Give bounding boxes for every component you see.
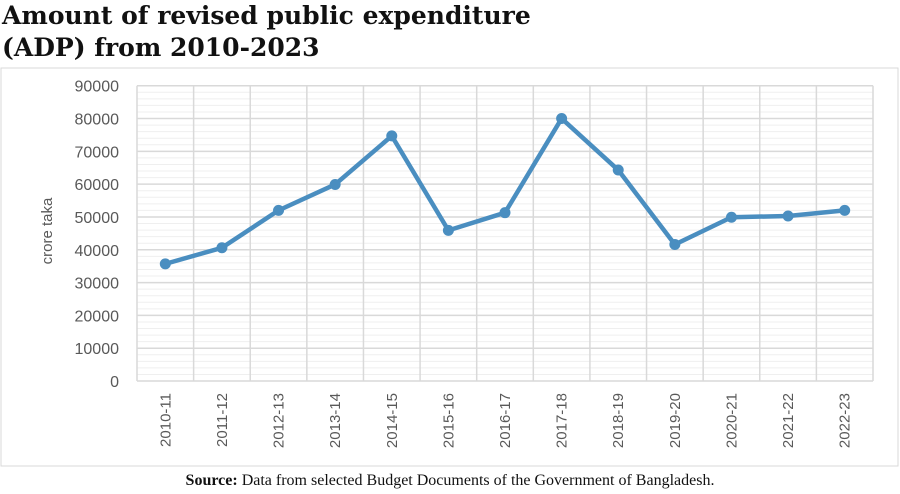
title-line-1: Amount of revised public expenditure	[2, 1, 531, 30]
x-tick-label: 2013-14	[327, 393, 344, 448]
x-tick-label: 2011-12	[214, 393, 231, 447]
title-line-2: (ADP) from 2010-2023	[2, 33, 320, 62]
data-point	[386, 130, 398, 142]
y-axis-label: crore taka	[39, 197, 56, 264]
data-point	[442, 224, 454, 236]
data-point	[273, 204, 285, 216]
chart-area-border	[0, 67, 899, 467]
y-tick-label: 60000	[75, 177, 120, 194]
x-tick-label: 2012-13	[271, 393, 288, 448]
source-label: Source:	[185, 472, 238, 489]
y-tick-label: 40000	[75, 243, 120, 260]
x-tick-label: 2010-11	[157, 393, 174, 447]
data-point	[499, 207, 511, 219]
y-tick-label: 50000	[75, 210, 120, 227]
data-point	[725, 211, 737, 223]
x-tick-label: 2022-23	[837, 393, 854, 448]
data-point	[159, 258, 171, 270]
data-point	[216, 242, 228, 254]
x-tick-label: 2018-19	[610, 393, 627, 448]
x-tick-label: 2017-18	[554, 393, 571, 448]
y-tick-label: 70000	[75, 144, 120, 161]
source-note: Source: Data from selected Budget Docume…	[0, 472, 900, 490]
x-tick-label: 2019-20	[667, 393, 684, 448]
y-tick-label: 10000	[75, 341, 120, 358]
data-point	[839, 204, 851, 216]
x-tick-label: 2016-17	[497, 393, 514, 448]
source-text: Data from selected Budget Documents of t…	[237, 472, 715, 489]
data-point	[612, 164, 624, 176]
chart-title: Amount of revised public expenditure (AD…	[2, 0, 531, 64]
x-tick-label: 2015-16	[440, 393, 457, 448]
y-tick-label: 20000	[75, 308, 120, 325]
data-point	[329, 178, 341, 190]
y-tick-label: 30000	[75, 276, 120, 293]
y-tick-label: 80000	[75, 112, 120, 129]
data-point	[782, 210, 794, 222]
y-tick-label: 90000	[75, 79, 120, 96]
data-point	[556, 113, 568, 125]
x-tick-label: 2014-15	[384, 393, 401, 448]
x-tick-label: 2021-22	[780, 393, 797, 448]
data-point	[669, 239, 681, 251]
y-tick-label: 0	[110, 374, 119, 391]
x-tick-label: 2020-21	[723, 393, 740, 448]
